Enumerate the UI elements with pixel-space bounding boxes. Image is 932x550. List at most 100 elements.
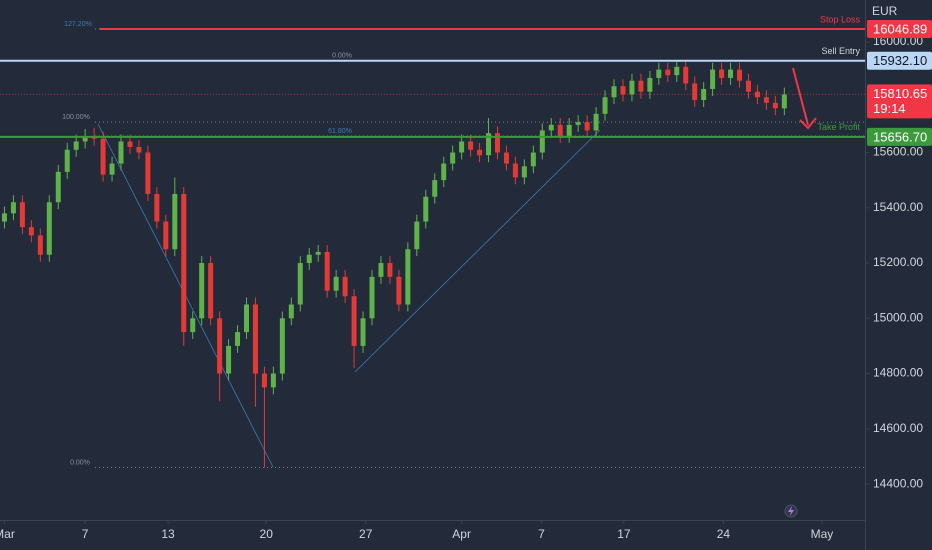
candle-body [719, 69, 725, 78]
x-tick-label: 7 [538, 527, 545, 541]
candle-body [333, 276, 339, 291]
candle-body [270, 373, 276, 388]
y-tick-label: 14400.00 [873, 476, 923, 490]
candle-body [450, 152, 456, 164]
price-label-box [867, 127, 932, 146]
y-tick-label: 14600.00 [873, 421, 923, 435]
candle-body [557, 124, 563, 136]
candle-body [342, 276, 348, 297]
fib-label: 127.20% [64, 21, 92, 28]
y-tick-label: 15000.00 [873, 310, 923, 324]
candle-body [503, 152, 509, 164]
y-tick-label: 15400.00 [873, 200, 923, 214]
candle-body [172, 193, 178, 250]
price-label: 15656.70 [873, 129, 927, 144]
candle-body [19, 202, 25, 228]
candle-body [235, 332, 241, 346]
candle-body [512, 163, 518, 178]
candle-body [521, 166, 527, 178]
fib-label: 61.80% [328, 128, 352, 135]
y-tick-label: 15200.00 [873, 255, 923, 269]
candle-body [217, 318, 223, 374]
candle-body [468, 141, 474, 150]
candle-body [190, 318, 196, 333]
candle-body [46, 202, 52, 255]
candle-body [584, 122, 590, 131]
candle-body [360, 318, 366, 346]
x-tick-label: 13 [161, 527, 175, 541]
fib-label: 100.00% [62, 114, 90, 121]
candle-body [387, 263, 393, 277]
candle-body [754, 91, 760, 98]
x-tick-label: Mar [0, 527, 15, 541]
price-label-box [867, 51, 932, 70]
candle-body [324, 251, 330, 291]
x-tick-label: 7 [82, 527, 89, 541]
candle-body [745, 80, 751, 92]
candle-body [701, 88, 707, 101]
candle-body [244, 304, 250, 333]
x-tick-label: 17 [617, 527, 631, 541]
candle-body [530, 152, 536, 167]
candle-body [656, 69, 662, 78]
candle-body [432, 180, 438, 197]
candle-body [692, 83, 698, 101]
level-name: Sell Entry [821, 46, 860, 56]
candle-body [288, 304, 294, 319]
candle-body [127, 141, 133, 147]
candle-body [136, 146, 142, 153]
candle-body [64, 149, 70, 172]
price-label: 15932.10 [873, 53, 927, 68]
candle-body [378, 263, 384, 277]
candle-body [494, 133, 500, 153]
candle-body [441, 163, 447, 181]
candle-body [683, 66, 689, 84]
candle-body [315, 251, 321, 255]
candle-body [477, 149, 483, 156]
fib-label: 0.00% [70, 459, 90, 466]
candle-body [486, 133, 492, 156]
candle-body [647, 77, 653, 92]
x-tick-label: May [811, 527, 834, 541]
candle-body [100, 138, 106, 175]
candle-body [297, 263, 303, 305]
lightning-glyph [788, 506, 794, 516]
candle-body [737, 69, 743, 81]
x-tick-label: Apr [452, 527, 471, 541]
candle-body [73, 141, 79, 150]
candle-body [566, 124, 572, 136]
arrow-head [799, 117, 817, 130]
candle-body [226, 345, 232, 374]
candle-body [674, 66, 680, 76]
y-tick-label: 15600.00 [873, 145, 923, 159]
candle-body [10, 202, 16, 214]
candle-body [539, 130, 545, 153]
candle-body [199, 263, 205, 319]
candle-body [28, 227, 34, 236]
fib-label: 0.00% [332, 53, 352, 60]
candle-body [154, 193, 160, 222]
candles [1, 59, 787, 468]
arrow [792, 67, 809, 126]
candle-body [82, 135, 88, 142]
candle-body [118, 141, 124, 164]
candle-body [37, 235, 43, 255]
trend-line [354, 129, 601, 373]
candle-body [261, 373, 267, 388]
candle-body [1, 213, 7, 222]
price-label: 16046.89 [873, 21, 927, 36]
candle-body [638, 80, 644, 92]
candle-body [55, 171, 61, 203]
candle-body [772, 102, 778, 109]
candle-body [423, 196, 429, 222]
candle-body [351, 296, 357, 346]
candle-body [710, 69, 716, 89]
current-price-label: 15810.65 [873, 86, 927, 101]
currency-label: EUR [872, 4, 898, 18]
y-tick-label: 14800.00 [873, 366, 923, 380]
candle-body [728, 69, 734, 78]
x-tick-label: 27 [359, 527, 373, 541]
